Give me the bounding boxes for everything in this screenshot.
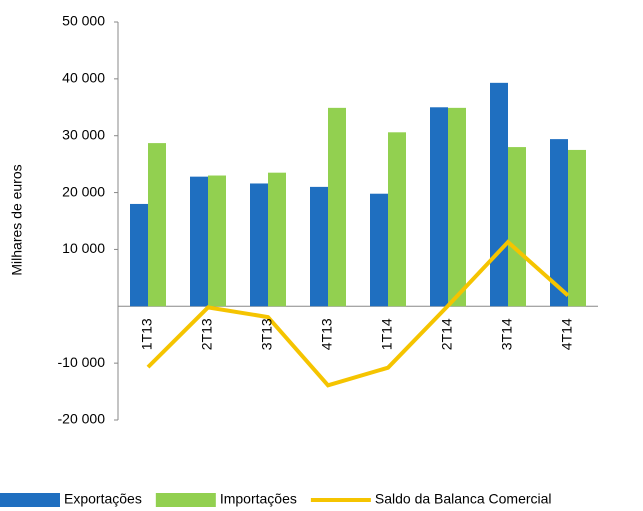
y-tick-label: 40 000 xyxy=(62,70,105,86)
bar xyxy=(208,175,226,307)
y-tick-label: 20 000 xyxy=(62,183,105,199)
x-tick-label: 2T13 xyxy=(199,318,215,350)
bar xyxy=(430,107,448,307)
y-tick-label: -20 000 xyxy=(58,411,106,427)
y-tick-label: -10 000 xyxy=(58,354,106,370)
bar xyxy=(448,107,466,307)
y-tick-label: 10 000 xyxy=(62,240,105,256)
bar xyxy=(508,147,526,307)
x-tick-label: 1T13 xyxy=(139,318,155,350)
x-tick-label: 4T13 xyxy=(319,318,335,350)
y-tick-label: 30 000 xyxy=(62,126,105,142)
bar xyxy=(250,183,268,307)
bar xyxy=(130,203,148,307)
x-tick-label: 1T14 xyxy=(379,318,395,350)
bar xyxy=(490,82,508,307)
bar xyxy=(268,172,286,307)
bar xyxy=(148,143,166,307)
bar xyxy=(550,139,568,307)
y-tick-label: 50 000 xyxy=(62,13,105,29)
bar xyxy=(190,176,208,307)
x-tick-label: 3T14 xyxy=(499,318,515,350)
bar xyxy=(388,132,406,307)
legend-swatch xyxy=(0,493,60,507)
legend-label: Exportações xyxy=(64,491,142,507)
bar xyxy=(328,107,346,307)
y-axis-title: Milhares de euros xyxy=(9,164,25,275)
x-tick-label: 4T14 xyxy=(559,318,575,350)
legend-label: Saldo da Balanca Comercial xyxy=(375,491,552,507)
bar xyxy=(370,193,388,307)
line xyxy=(146,239,570,388)
legend-swatch xyxy=(155,493,216,507)
x-tick-label: 2T14 xyxy=(439,318,455,350)
bar xyxy=(568,149,586,307)
legend-label: Importações xyxy=(220,491,297,507)
x-tick-label: 3T13 xyxy=(259,318,275,350)
bar xyxy=(310,186,328,307)
